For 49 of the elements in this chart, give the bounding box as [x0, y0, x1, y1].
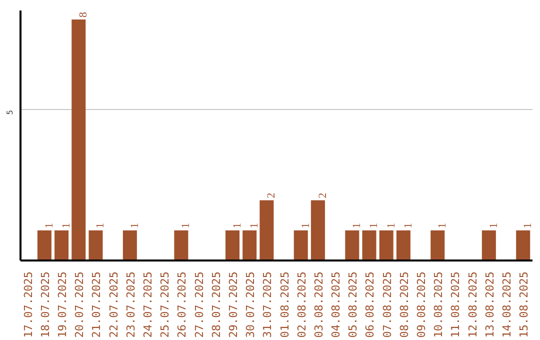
data-label: 1	[488, 222, 500, 228]
data-label: 1	[351, 222, 364, 228]
x-tick-label: 01.08.2025	[278, 271, 292, 338]
x-tick-label: 17.07.2025	[22, 271, 35, 338]
y-tick-label: 5	[6, 110, 14, 115]
x-tick-label: 18.07.2025	[38, 271, 52, 338]
data-label: 1	[522, 222, 534, 228]
data-label: 1	[231, 222, 244, 228]
x-tick-label: 08.08.2025	[398, 271, 411, 338]
data-label: 2	[316, 192, 329, 198]
x-tick-label: 30.07.2025	[244, 271, 258, 338]
x-tick-label: 09.08.2025	[415, 271, 428, 338]
x-tick-label: 24.07.2025	[142, 271, 155, 338]
x-tick-label: 11.08.2025	[449, 271, 462, 338]
x-tick-label: 12.08.2025	[466, 271, 480, 338]
data-label: 1	[368, 222, 380, 228]
x-tick-label: 13.08.2025	[483, 271, 496, 338]
x-tick-label: 28.07.2025	[210, 271, 223, 338]
x-tick-label: 22.07.2025	[107, 271, 120, 338]
data-label: 1	[60, 222, 73, 228]
data-label: 1	[248, 222, 261, 228]
data-label: 1	[436, 222, 449, 228]
x-tick-label: 19.07.2025	[56, 271, 70, 338]
x-tick-label: 29.07.2025	[226, 271, 240, 338]
x-tick-label: 21.07.2025	[90, 271, 104, 338]
data-label: 1	[94, 222, 107, 228]
x-tick-label: 31.07.2025	[261, 271, 274, 338]
x-tick-label: 25.07.2025	[158, 271, 172, 338]
data-label: 1	[128, 222, 141, 228]
data-label: 1	[43, 222, 56, 228]
x-tick-label: 06.08.2025	[364, 271, 377, 338]
data-label: 2	[266, 192, 278, 198]
x-tick-label: 02.08.2025	[295, 271, 308, 338]
data-label: 8	[78, 12, 90, 18]
data-label: 1	[180, 222, 192, 228]
x-tick-label: 23.07.2025	[124, 271, 138, 338]
x-tick-label: 20.07.2025	[73, 271, 86, 338]
x-tick-label: 05.08.2025	[346, 271, 360, 338]
x-tick-label: 04.08.2025	[330, 271, 343, 338]
x-tick-label: 26.07.2025	[176, 271, 189, 338]
x-tick-label: 14.08.2025	[500, 271, 514, 338]
x-tick-label: 03.08.2025	[312, 271, 326, 338]
data-label: 1	[385, 222, 398, 228]
x-tick-label: 27.07.2025	[192, 271, 206, 338]
x-tick-label: 07.08.2025	[380, 271, 394, 338]
data-label: 1	[402, 222, 414, 228]
x-tick-label: 10.08.2025	[432, 271, 446, 338]
data-label: 1	[300, 222, 312, 228]
x-tick-label: 15.08.2025	[518, 271, 531, 338]
